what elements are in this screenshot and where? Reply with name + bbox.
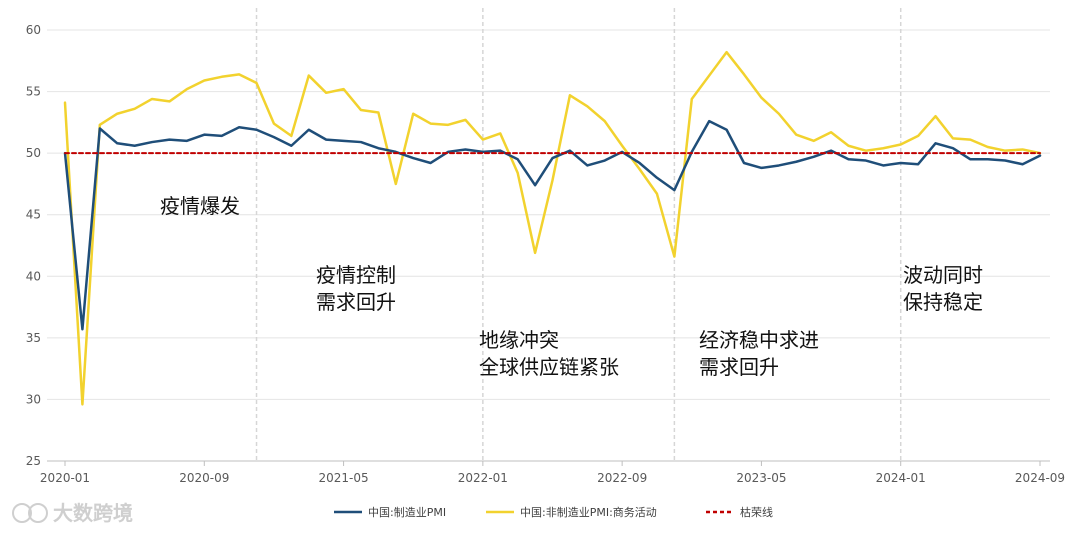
annotation-text: 疫情爆发: [160, 194, 240, 218]
watermark: 大数跨境: [12, 501, 133, 525]
annotation-text: 波动同时: [903, 263, 983, 287]
x-tick-label: 2020-09: [179, 471, 229, 485]
phase-annotations: 疫情爆发疫情控制需求回升地缘冲突全球供应链紧张经济稳中求进需求回升波动同时保持稳…: [160, 194, 983, 379]
y-tick-label: 60: [26, 23, 41, 37]
x-tick-label: 2022-09: [597, 471, 647, 485]
annotation-text: 全球供应链紧张: [479, 355, 619, 379]
legend-boom-bust-line-label: 枯荣线: [740, 505, 773, 519]
y-axis-ticks: 25 30 35 40 45 50 55 60: [26, 23, 41, 468]
y-tick-label: 35: [26, 331, 41, 345]
non-manufacturing-pmi-line: [63, 50, 1042, 406]
gridlines: [47, 29, 1050, 462]
x-axis-ticks: 2020-01 2020-09 2021-05 2022-01 2022-09 2023-…: [40, 461, 1065, 485]
y-tick-label: 25: [26, 454, 41, 468]
y-tick-label: 30: [26, 392, 41, 406]
annotation-text: 地缘冲突: [479, 328, 559, 352]
annotation-text: 需求回升: [699, 355, 779, 379]
annotation-text: 疫情控制: [316, 263, 396, 287]
annotation-text: 保持稳定: [903, 290, 983, 314]
legend-non-manufacturing-pmi-label: 中国:非制造业PMI:商务活动: [520, 505, 657, 519]
legend: 中国:制造业PMI 中国:非制造业PMI:商务活动 枯荣线: [334, 505, 773, 519]
x-tick-label: 2023-05: [736, 471, 786, 485]
x-tick-label: 2024-01: [876, 471, 926, 485]
watermark-text: 大数跨境: [53, 501, 133, 525]
y-tick-label: 55: [26, 85, 41, 99]
manufacturing-pmi-line: [63, 119, 1042, 331]
legend-manufacturing-pmi-label: 中国:制造业PMI: [368, 505, 446, 519]
annotation-text: 经济稳中求进: [699, 328, 819, 352]
x-tick-label: 2020-01: [40, 471, 90, 485]
series-lines: [63, 50, 1042, 406]
y-tick-label: 45: [26, 208, 41, 222]
x-tick-label: 2024-09: [1015, 471, 1065, 485]
y-tick-label: 50: [26, 146, 41, 160]
x-tick-label: 2022-01: [458, 471, 508, 485]
watermark-logo-icon: [12, 503, 48, 523]
phase-dividers: [255, 8, 902, 461]
annotation-text: 需求回升: [316, 290, 396, 314]
y-tick-label: 40: [26, 269, 41, 283]
x-tick-label: 2021-05: [319, 471, 369, 485]
